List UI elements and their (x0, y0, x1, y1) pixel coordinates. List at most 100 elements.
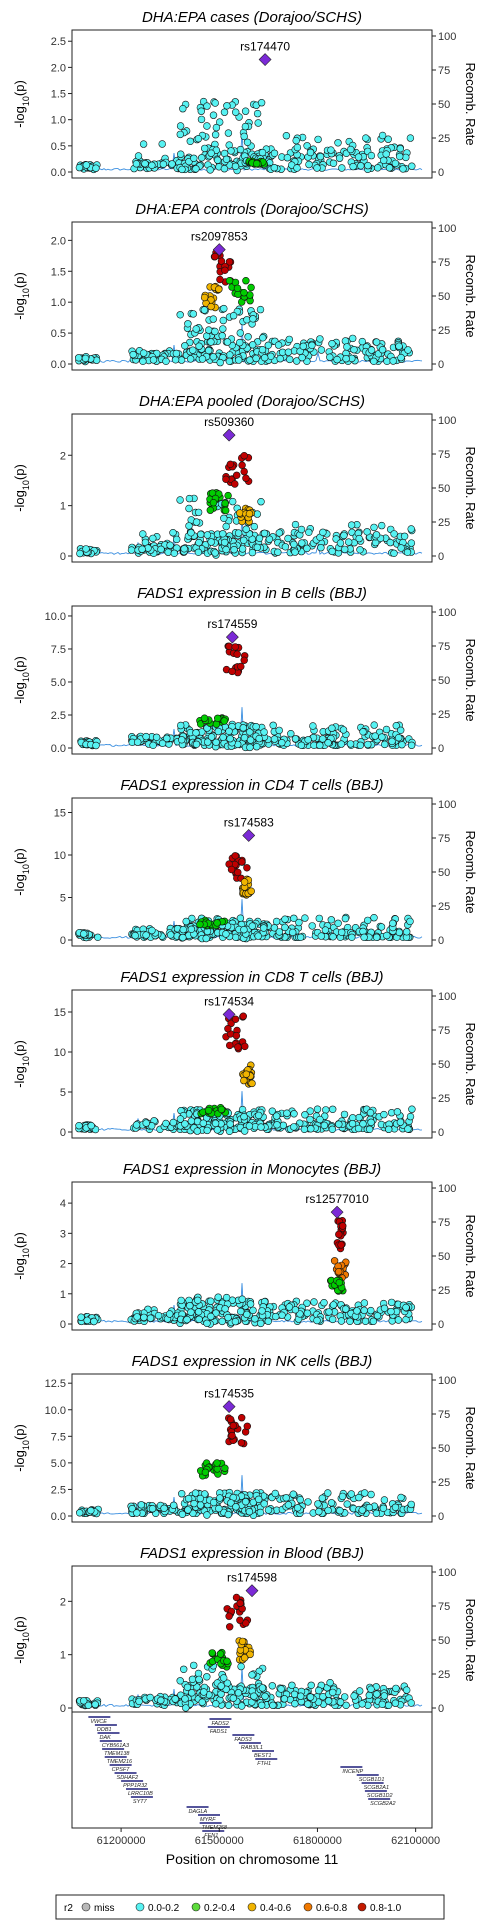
snp-point (403, 928, 411, 936)
snp-point (360, 1306, 368, 1315)
snp-point (181, 1695, 189, 1703)
snp-point (243, 1310, 251, 1319)
snp-point (327, 146, 335, 154)
snp-point (207, 1297, 215, 1305)
snp-point (236, 338, 244, 347)
snp-point (206, 166, 214, 174)
legend-label: 0.4-0.6 (260, 1903, 292, 1914)
snp-point (212, 1309, 220, 1317)
snp-point (220, 514, 228, 522)
snp-point (304, 1498, 312, 1506)
snp-point (238, 1702, 246, 1710)
snp-point (200, 714, 209, 722)
snp-point (216, 1650, 225, 1658)
gene-label: DAGLA (189, 1809, 208, 1815)
snp-point (297, 525, 306, 534)
snp-point (170, 549, 179, 557)
snp-point (179, 104, 187, 113)
snp-point (240, 132, 248, 141)
snp-point (305, 528, 313, 536)
snp-point (74, 354, 83, 362)
y-tick-label: 2 (60, 450, 66, 462)
snp-point (203, 1673, 211, 1681)
snp-point (360, 1299, 369, 1307)
y-tick-label: 10.0 (45, 611, 66, 623)
snp-point (313, 1316, 321, 1325)
snp-point (259, 334, 267, 342)
snp-point (179, 925, 188, 934)
snp-point (192, 518, 201, 526)
snp-point (189, 310, 198, 318)
snp-point (365, 1125, 374, 1134)
snp-point (248, 1671, 256, 1679)
snp-point (388, 737, 396, 746)
snp-point (194, 508, 203, 517)
snp-point (227, 147, 235, 155)
snp-point (295, 918, 303, 927)
snp-point (281, 915, 289, 923)
snp-point (272, 1112, 281, 1120)
snp-point (242, 1619, 250, 1627)
snp-point (216, 275, 224, 284)
snp-points (76, 452, 416, 559)
snp-point (364, 740, 372, 749)
snp-point (237, 1662, 245, 1671)
snp-point (222, 1293, 231, 1302)
snp-point (346, 740, 355, 748)
snp-point (173, 535, 181, 544)
snp-point (324, 1697, 333, 1705)
snp-point (132, 1121, 141, 1129)
snp-point (387, 1298, 396, 1307)
snp-point (203, 102, 211, 110)
snp-point (272, 917, 281, 926)
lead-snp-label: rs12577010 (305, 1192, 369, 1206)
snp-point (275, 726, 283, 735)
snp-point (320, 1121, 329, 1130)
y-axis-label: -log10(p) (12, 464, 31, 512)
snp-point (197, 530, 205, 538)
snp-point (209, 499, 218, 507)
snp-point (342, 1305, 350, 1313)
snp-point (163, 734, 171, 743)
y-tick-label: 0.0 (51, 743, 66, 755)
snp-point (184, 1506, 192, 1514)
snp-point (258, 148, 267, 157)
y-tick-label: 1.5 (51, 266, 66, 278)
snp-points (75, 1012, 416, 1136)
snp-point (321, 926, 330, 934)
snp-point (229, 312, 238, 320)
gene-label: CYB561A3 (102, 1743, 130, 1749)
snp-point (177, 721, 185, 730)
panel-8: FADS1 expression in NK cells (BBJ) 0.0 2.5… (12, 1353, 478, 1523)
snp-point (228, 667, 236, 676)
snp-point (367, 1306, 375, 1315)
y2-tick-label: 50 (438, 1059, 450, 1071)
snp-point (242, 277, 250, 285)
snp-point (313, 164, 321, 172)
y-tick-label: 7.5 (51, 644, 66, 656)
lead-snp-marker (222, 428, 236, 442)
lead-snp-marker (242, 829, 256, 842)
snp-point (347, 521, 356, 529)
legend-label: 0.8-1.0 (370, 1903, 402, 1914)
snp-point (192, 325, 200, 333)
snp-point (127, 546, 136, 554)
snp-point (222, 930, 230, 938)
y2-axis-label: Recomb. Rate (463, 254, 478, 337)
snp-point (231, 1015, 240, 1023)
snp-point (213, 1126, 222, 1134)
lead-snp-label: rs174583 (224, 815, 274, 829)
snp-point (407, 525, 415, 533)
snp-point (407, 741, 416, 749)
snp-point (79, 930, 88, 938)
snp-point (362, 134, 370, 142)
y2-tick-label: 100 (438, 1567, 456, 1579)
gene-label: LRRC10B (128, 1791, 153, 1797)
snp-point (359, 1120, 367, 1128)
y2-tick-label: 0 (438, 935, 444, 947)
snp-point (189, 346, 197, 354)
legend-swatch (357, 1902, 367, 1912)
snp-point (194, 1308, 203, 1316)
snp-point (278, 1311, 286, 1319)
y-axis-label: -log10(p) (12, 1232, 31, 1280)
